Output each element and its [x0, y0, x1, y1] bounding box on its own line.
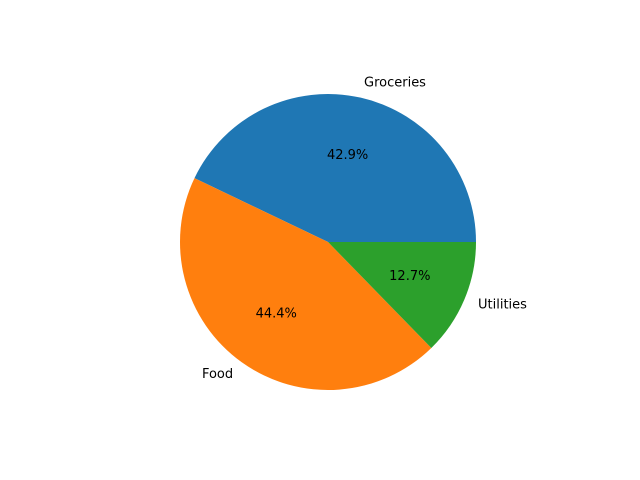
pie-slice-food [180, 178, 432, 391]
pie-slice-groceries [194, 93, 476, 242]
percent-label-groceries: 42.9% [327, 148, 368, 163]
pie-labels: Groceries 42.9% Food 44.4% Utilities 12.7% [202, 76, 527, 382]
pie-slices [180, 93, 476, 391]
slice-label-food: Food [202, 367, 233, 382]
pie-slice-utilities [328, 242, 476, 348]
percent-label-food: 44.4% [256, 307, 297, 322]
percent-label-utilities: 12.7% [389, 269, 430, 284]
slice-label-groceries: Groceries [364, 76, 426, 91]
slice-label-utilities: Utilities [478, 298, 527, 313]
